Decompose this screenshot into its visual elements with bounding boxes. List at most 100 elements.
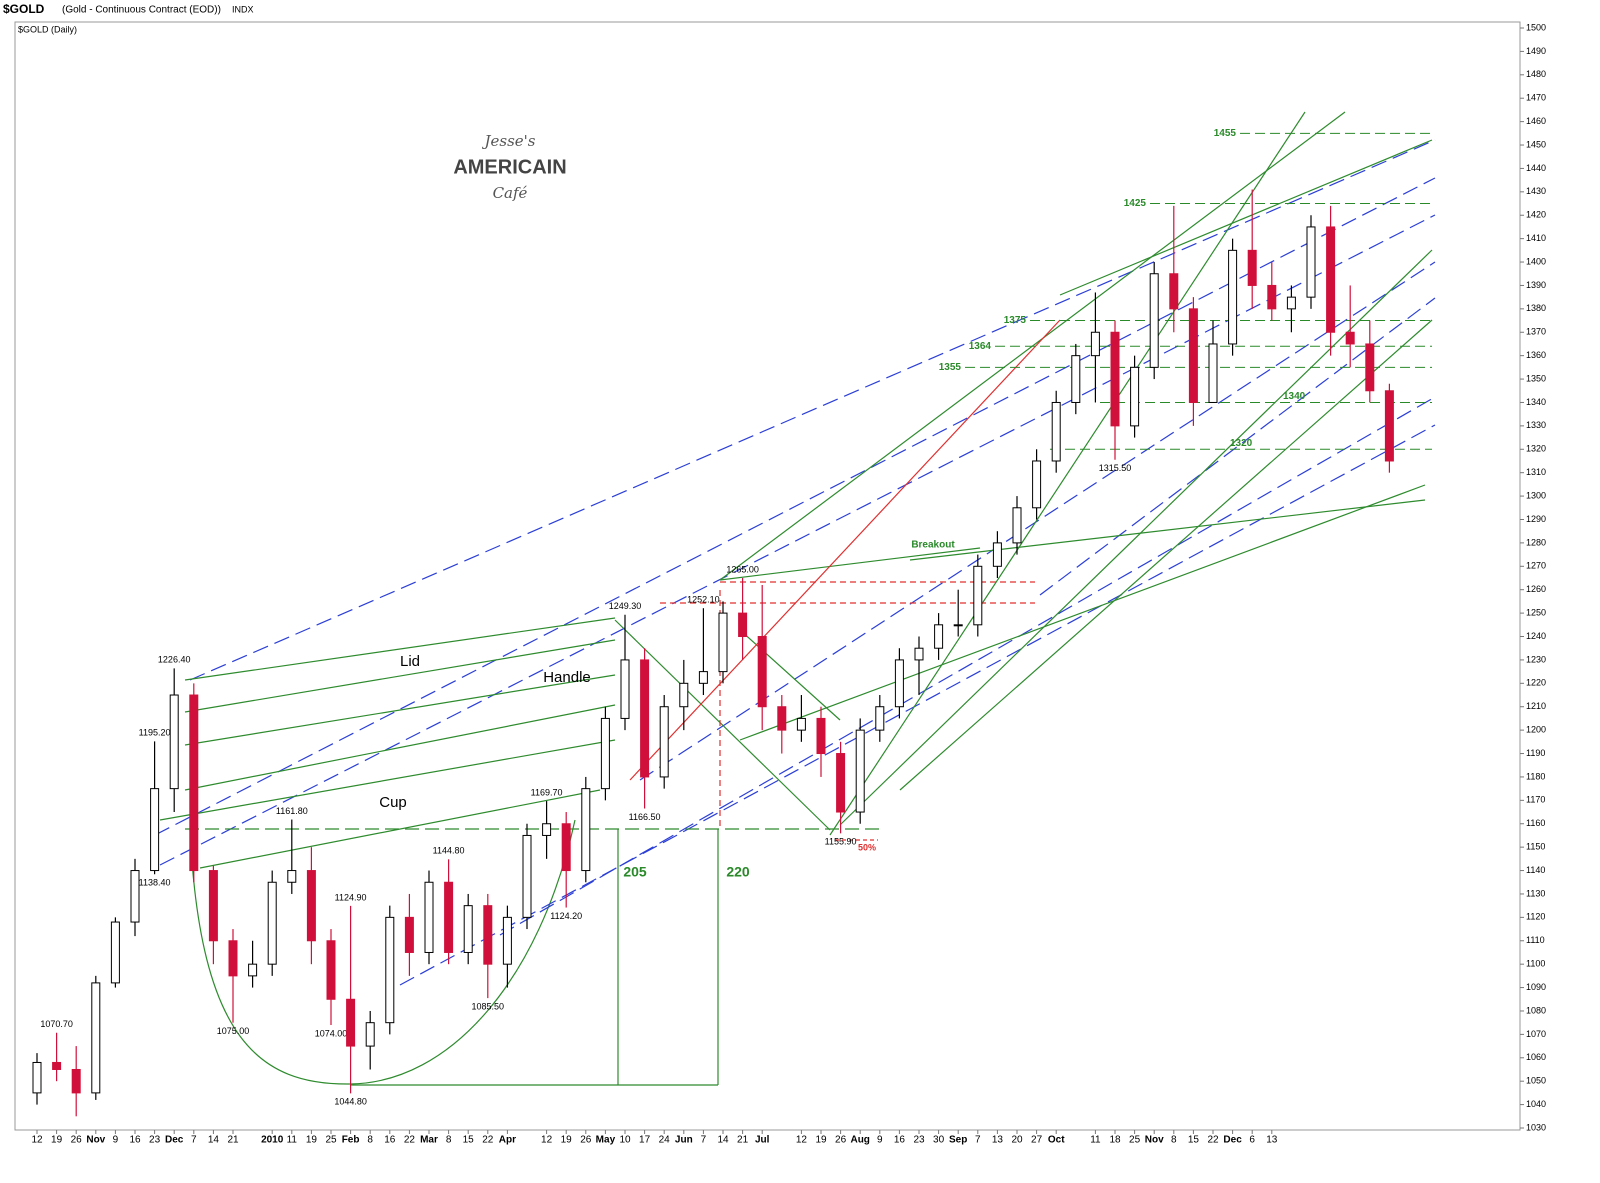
candle-body bbox=[306, 870, 316, 942]
x-tick-label: 17 bbox=[639, 1135, 651, 1146]
x-tick-label: 30 bbox=[933, 1135, 945, 1146]
x-tick-label: Jun bbox=[675, 1135, 693, 1146]
x-tick-label: 10 bbox=[619, 1135, 631, 1146]
high-label: 1249.30 bbox=[609, 601, 642, 611]
y-tick-label: 1300 bbox=[1526, 490, 1546, 500]
candle-body bbox=[914, 647, 924, 661]
trend-line bbox=[499, 396, 1436, 936]
candle-body bbox=[326, 940, 336, 1000]
exchange: INDX bbox=[232, 4, 254, 14]
x-tick-label: 22 bbox=[482, 1135, 494, 1146]
candle-body bbox=[52, 1061, 62, 1070]
plot-frame bbox=[14, 21, 1521, 1131]
x-tick-label: Feb bbox=[342, 1135, 360, 1146]
x-tick-label: 27 bbox=[1031, 1135, 1043, 1146]
y-tick-label: 1200 bbox=[1526, 725, 1546, 735]
y-tick-label: 1070 bbox=[1526, 1029, 1546, 1039]
low-label: 1074.00 bbox=[315, 1028, 348, 1038]
candle-body bbox=[385, 916, 395, 1024]
fan-line bbox=[614, 619, 831, 831]
level-label: 1364 bbox=[969, 341, 992, 352]
y-tick-label: 1420 bbox=[1526, 210, 1546, 220]
x-tick-label: 19 bbox=[561, 1135, 573, 1146]
y-tick-label: 1490 bbox=[1526, 46, 1546, 56]
candle-body bbox=[992, 542, 1002, 567]
trend-line bbox=[629, 319, 1061, 781]
y-tick-label: 1240 bbox=[1526, 631, 1546, 641]
candle-body bbox=[1247, 249, 1257, 286]
candle-body bbox=[1384, 390, 1394, 462]
level-label: 1375 bbox=[1004, 315, 1027, 326]
low-label: 1085.50 bbox=[472, 1001, 505, 1011]
y-tick-label: 1350 bbox=[1526, 373, 1546, 383]
y-tick-label: 1260 bbox=[1526, 584, 1546, 594]
title: $GOLD bbox=[3, 2, 45, 16]
candle-body bbox=[640, 659, 650, 778]
candle-body bbox=[1149, 273, 1159, 368]
candle-body bbox=[1267, 284, 1277, 310]
fan-line bbox=[199, 789, 601, 869]
x-tick-label: 15 bbox=[463, 1135, 475, 1146]
high-label: 1226.40 bbox=[158, 655, 191, 665]
trend-line bbox=[399, 424, 1436, 986]
x-tick-label: 16 bbox=[129, 1135, 141, 1146]
x-tick-label: 2010 bbox=[261, 1135, 284, 1146]
fan-line bbox=[184, 674, 616, 746]
x-tick-label: 16 bbox=[894, 1135, 906, 1146]
candle-body bbox=[1130, 366, 1140, 427]
y-tick-label: 1060 bbox=[1526, 1052, 1546, 1062]
candle-body bbox=[1365, 343, 1375, 392]
x-tick-label: Dec bbox=[1223, 1135, 1242, 1146]
x-tick-label: Nov bbox=[1145, 1135, 1164, 1146]
candle-body bbox=[1286, 296, 1296, 310]
x-tick-label: Apr bbox=[499, 1135, 516, 1146]
x-tick-label: Oct bbox=[1048, 1135, 1065, 1146]
candle-body bbox=[150, 788, 160, 872]
candle-body bbox=[1032, 460, 1042, 509]
candle-body bbox=[444, 881, 454, 953]
y-tick-label: 1270 bbox=[1526, 561, 1546, 571]
low-label: 1155.90 bbox=[825, 837, 857, 847]
level-label: 1425 bbox=[1124, 198, 1147, 209]
lid-line bbox=[719, 547, 981, 581]
level-label: 1320 bbox=[1230, 438, 1253, 449]
y-tick-label: 1340 bbox=[1526, 397, 1546, 407]
high-label: 1161.80 bbox=[276, 806, 308, 816]
candle-body bbox=[698, 671, 708, 684]
x-tick-label: 12 bbox=[31, 1135, 43, 1146]
logo-line: Café bbox=[493, 184, 528, 202]
x-tick-label: 26 bbox=[71, 1135, 83, 1146]
candle-body bbox=[796, 717, 806, 731]
annotation: Cup bbox=[379, 794, 407, 811]
trend-line bbox=[739, 484, 1426, 741]
candle-body bbox=[169, 694, 179, 790]
candle-body bbox=[855, 729, 865, 813]
candle-body bbox=[404, 916, 414, 953]
x-tick-label: 8 bbox=[446, 1135, 452, 1146]
candle-body bbox=[816, 717, 826, 755]
trendlines bbox=[154, 111, 1436, 1086]
annotation: 205 bbox=[623, 864, 647, 880]
y-tick-label: 1310 bbox=[1526, 467, 1546, 477]
candle-body bbox=[130, 870, 140, 923]
x-tick-label: Mar bbox=[420, 1135, 438, 1146]
high-label: 1124.90 bbox=[335, 892, 367, 902]
level-label: 1340 bbox=[1283, 391, 1306, 402]
x-tick-label: 9 bbox=[113, 1135, 119, 1146]
fan-line bbox=[184, 639, 616, 713]
candle-body bbox=[1326, 226, 1336, 333]
y-tick-label: 1320 bbox=[1526, 444, 1546, 454]
y-tick-label: 1500 bbox=[1526, 22, 1546, 32]
subtitle: (Gold - Continuous Contract (EOD)) bbox=[62, 5, 221, 16]
candle-body bbox=[836, 753, 846, 813]
y-tick-label: 1040 bbox=[1526, 1099, 1546, 1109]
level-label: 1355 bbox=[939, 362, 962, 373]
y-tick-label: 1410 bbox=[1526, 233, 1546, 243]
x-tick-label: 22 bbox=[404, 1135, 416, 1146]
trend-line bbox=[1059, 139, 1433, 296]
x-tick-label: 18 bbox=[1109, 1135, 1121, 1146]
x-tick-label: May bbox=[596, 1135, 616, 1146]
candle-body bbox=[483, 905, 493, 965]
low-label: 1315.50 bbox=[1099, 463, 1132, 473]
y-tick-label: 1220 bbox=[1526, 678, 1546, 688]
